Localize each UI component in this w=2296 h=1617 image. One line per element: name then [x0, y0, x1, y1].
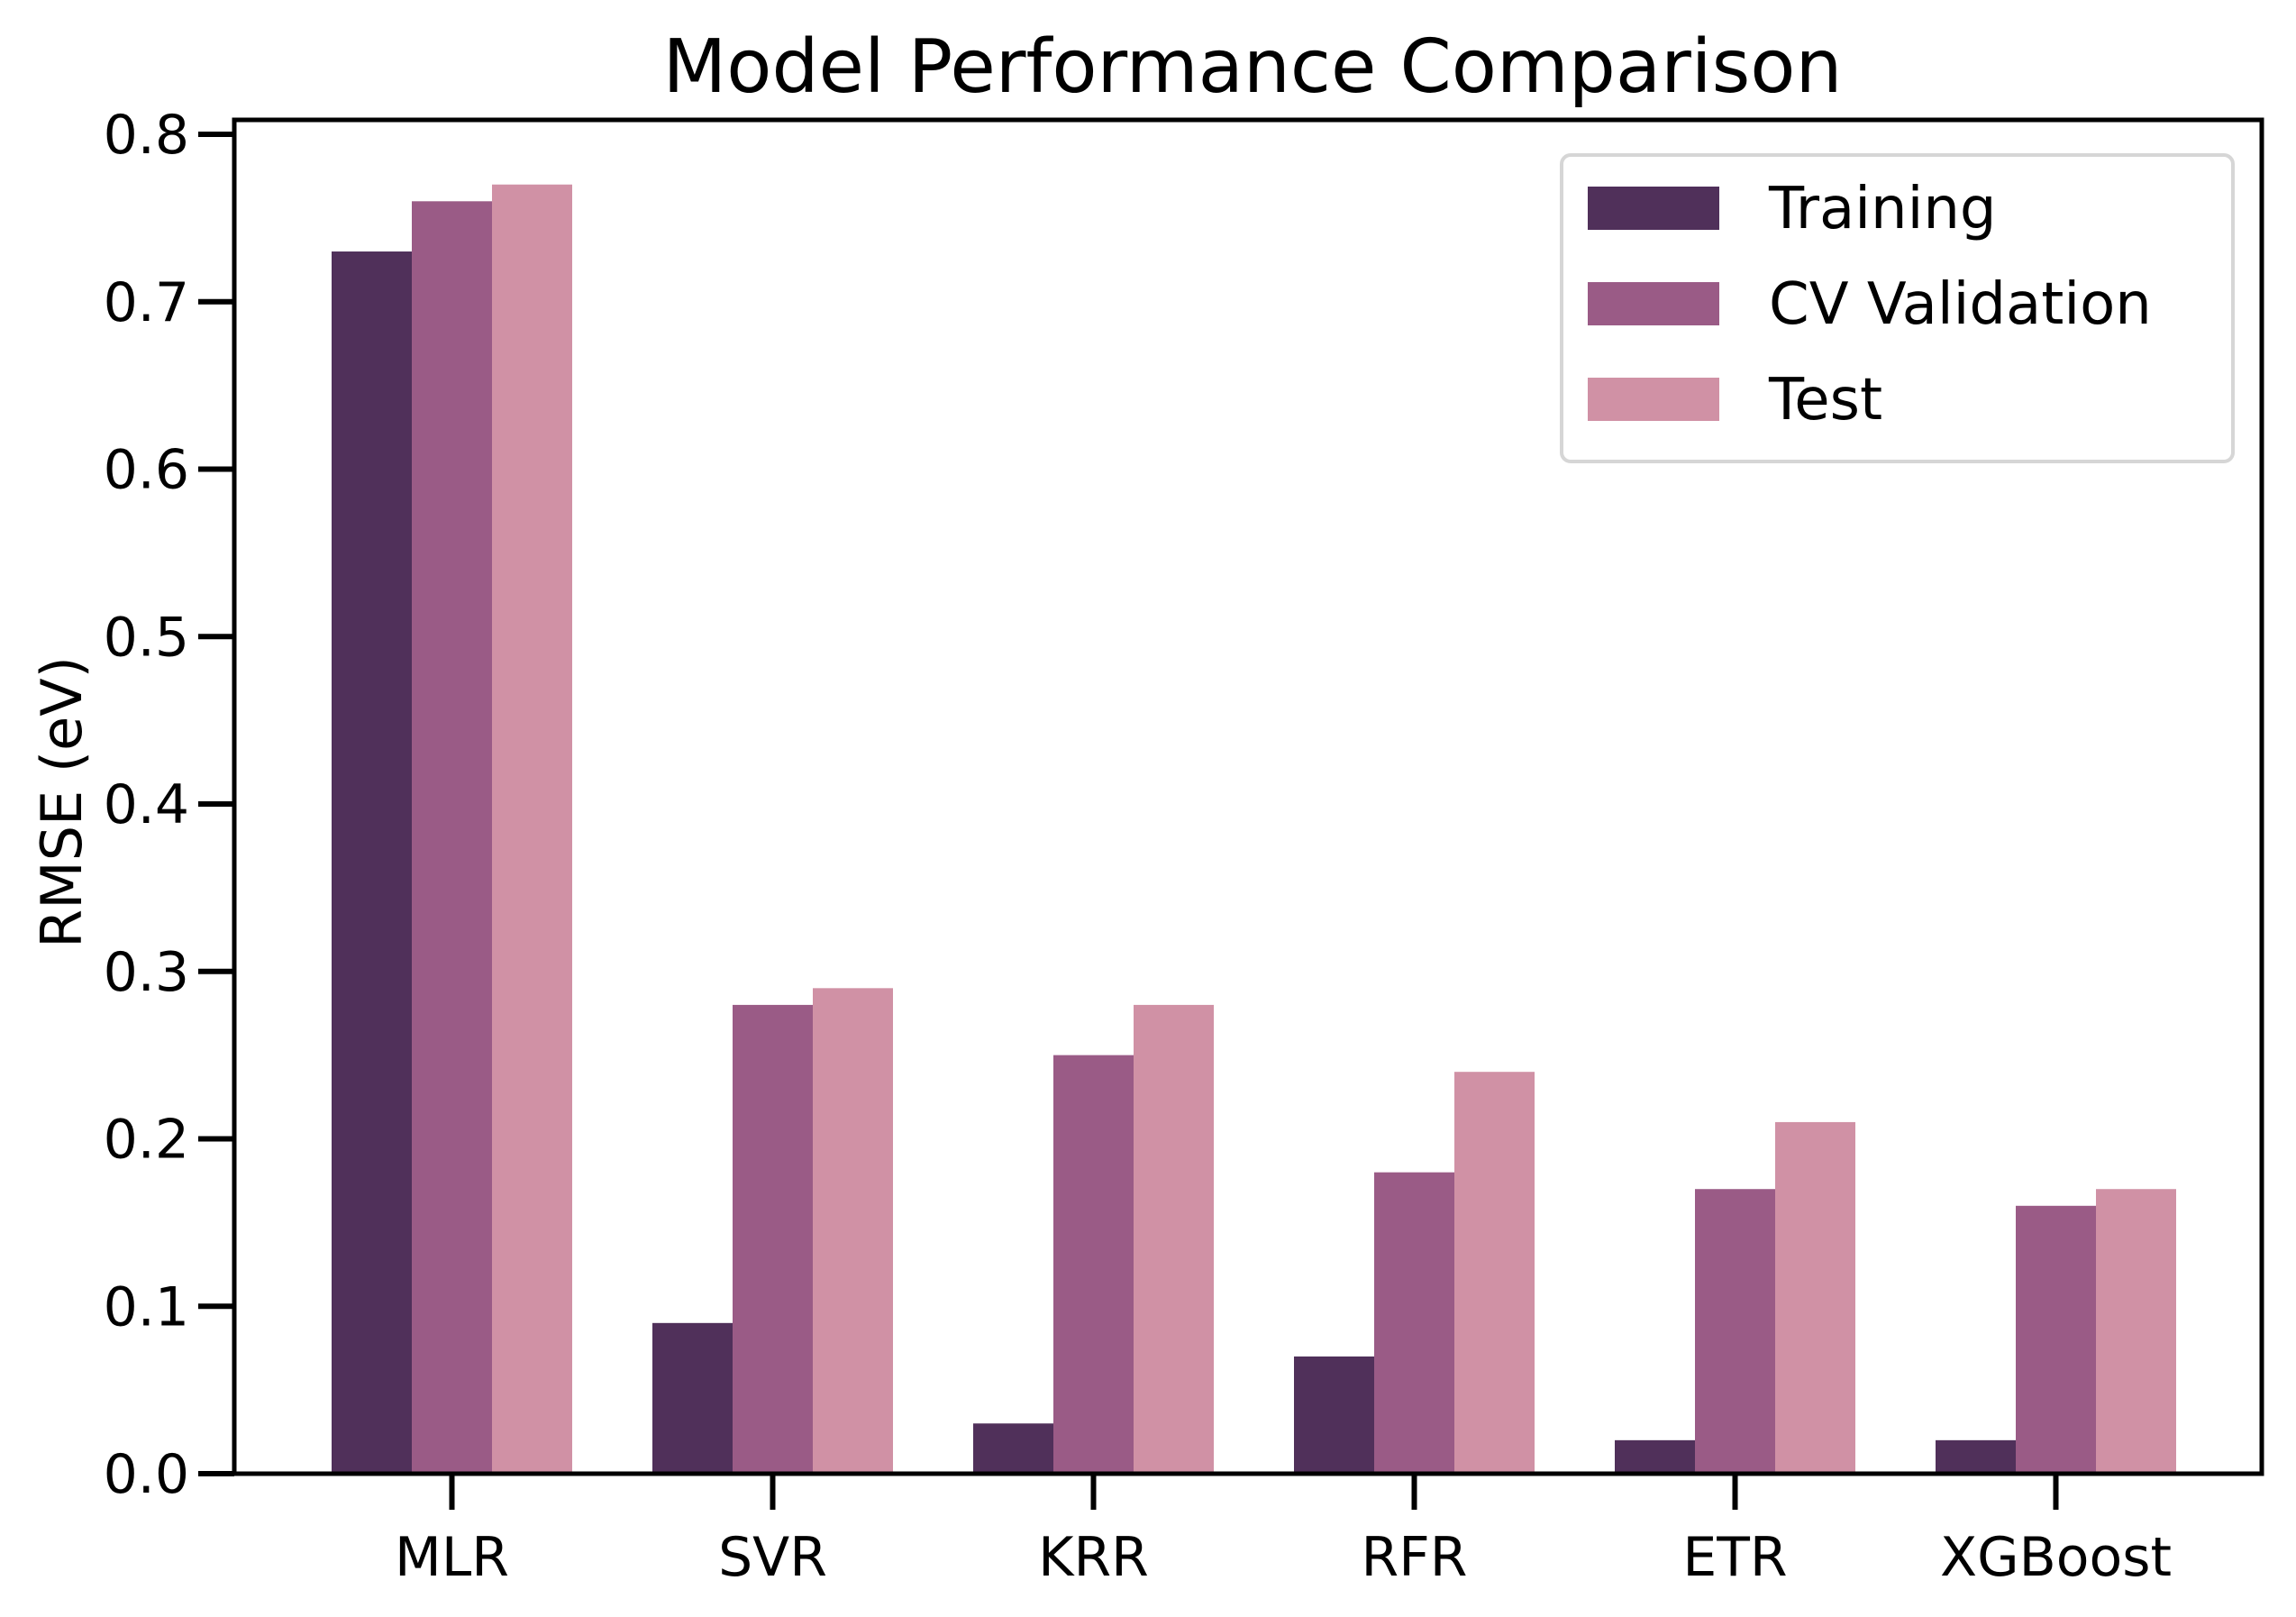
- bar-etr-test: [1775, 1121, 1855, 1474]
- y-axis-label: RMSE (eV): [29, 656, 95, 948]
- bar-svr-test: [813, 988, 893, 1474]
- y-tick-label: 0.5: [104, 606, 189, 669]
- legend-swatch-cv-validation: [1588, 282, 1719, 325]
- bar-mlr-cv-validation: [412, 201, 492, 1474]
- bar-rfr-training: [1294, 1356, 1374, 1474]
- y-tick-label: 0.8: [104, 104, 189, 167]
- plot-frame: [232, 117, 2264, 1476]
- bar-xgboost-test: [2096, 1189, 2176, 1474]
- bar-krr-test: [1134, 1004, 1214, 1474]
- y-tick-label: 0.2: [104, 1109, 189, 1172]
- bar-etr-training: [1615, 1439, 1695, 1474]
- y-tick-label: 0.1: [104, 1275, 189, 1338]
- bars-group: [332, 184, 2176, 1475]
- x-tick-label-mlr: MLR: [395, 1526, 509, 1589]
- legend-label: CV Validation: [1769, 271, 2152, 338]
- x-tick-label-krr: KRR: [1038, 1526, 1149, 1589]
- y-tick-label: 0.3: [104, 941, 189, 1004]
- y-tick-label: 0.7: [104, 271, 189, 334]
- bar-mlr-training: [332, 251, 412, 1474]
- legend-label: Test: [1768, 367, 1882, 434]
- x-tick-label-etr: ETR: [1682, 1526, 1787, 1589]
- legend-swatch-test: [1588, 378, 1719, 421]
- x-axis: MLR SVR KRR RFR ETR XGBoost: [395, 1474, 2172, 1589]
- legend-label: Training: [1768, 176, 1997, 242]
- bar-xgboost-cv-validation: [2016, 1205, 2096, 1474]
- bar-mlr-test: [492, 184, 572, 1475]
- legend-swatch-training: [1588, 187, 1719, 230]
- legend-box: [1560, 153, 2235, 463]
- chart-title: Model Performance Comparison: [663, 24, 1843, 110]
- bar-krr-cv-validation: [1053, 1055, 1134, 1474]
- bar-rfr-cv-validation: [1374, 1172, 1454, 1474]
- bar-xgboost-training: [1936, 1439, 2016, 1474]
- x-tick-label-rfr: RFR: [1362, 1526, 1468, 1589]
- x-tick-label-svr: SVR: [718, 1526, 827, 1589]
- legend: Training CV Validation Test: [1560, 153, 2235, 463]
- bar-krr-training: [973, 1423, 1053, 1474]
- bar-svr-cv-validation: [733, 1004, 813, 1474]
- x-tick-label-xgboost: XGBoost: [1940, 1526, 2172, 1589]
- bar-rfr-test: [1454, 1072, 1535, 1474]
- bar-svr-training: [652, 1322, 733, 1474]
- y-axis: 0.0 0.1 0.2 0.3 0.4 0.5 0.6 0.7 0.8: [104, 104, 234, 1506]
- y-tick-label: 0.4: [104, 773, 189, 836]
- y-tick-label: 0.0: [104, 1443, 189, 1506]
- y-tick-label: 0.6: [104, 439, 189, 502]
- bar-etr-cv-validation: [1695, 1189, 1775, 1474]
